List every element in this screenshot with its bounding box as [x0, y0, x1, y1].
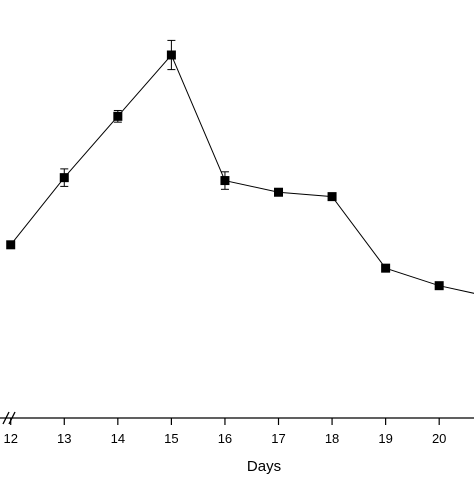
data-point: [434, 281, 444, 291]
series-0: [10, 54, 474, 294]
x-tick-label: 18: [325, 431, 339, 446]
data-points: [6, 50, 444, 291]
data-point: [6, 240, 16, 250]
data-point: [220, 176, 230, 186]
x-tick-label: 14: [111, 431, 125, 446]
data-point: [59, 173, 69, 183]
x-ticks: [10, 418, 440, 425]
x-tick-label: 19: [378, 431, 392, 446]
data-point: [113, 111, 123, 121]
x-axis: [0, 411, 474, 425]
data-point: [166, 50, 176, 60]
x-axis-title: Days: [247, 458, 281, 474]
data-point: [327, 192, 337, 202]
x-tick-label: 15: [164, 431, 178, 446]
x-tick-labels: 12 13 14 15 16 17 18 19 20: [3, 431, 446, 446]
axis-break-mark: [8, 411, 16, 425]
x-tick-label: 12: [3, 431, 17, 446]
data-point: [274, 187, 284, 197]
series-line: [10, 54, 474, 294]
error-bars: [60, 39, 444, 290]
x-tick-label: 13: [57, 431, 71, 446]
x-tick-label: 17: [271, 431, 285, 446]
x-tick-label: 16: [218, 431, 232, 446]
data-point: [381, 263, 391, 273]
x-tick-label: 20: [432, 431, 446, 446]
axis-break-mark: [2, 411, 10, 425]
